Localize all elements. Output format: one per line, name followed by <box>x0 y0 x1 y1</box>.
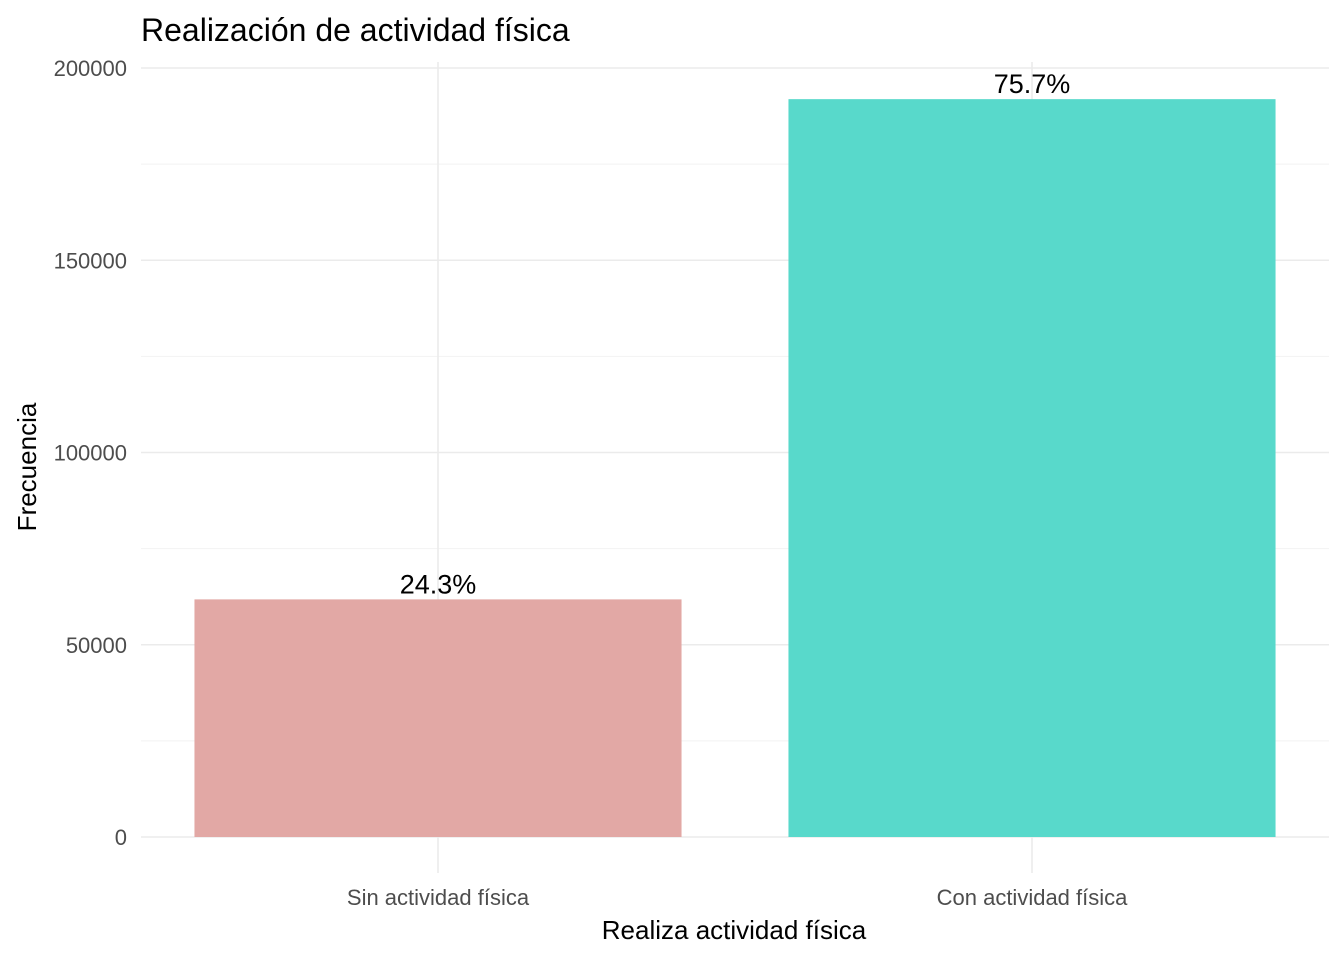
y-tick-label: 50000 <box>66 633 127 658</box>
bar-value-label: 24.3% <box>400 569 477 599</box>
x-tick-label: Con actividad física <box>937 885 1129 910</box>
x-axis-ticks: Sin actividad física Con actividad física <box>347 885 1128 910</box>
bar-0 <box>194 599 682 837</box>
data-labels: 24.3% 75.7% <box>400 69 1071 599</box>
chart-title: Realización de actividad física <box>141 12 570 48</box>
x-tick-label: Sin actividad física <box>347 885 530 910</box>
y-axis-ticks: 0 50000 100000 150000 200000 <box>54 56 127 850</box>
y-axis-title: Frecuencia <box>12 402 42 531</box>
y-tick-label: 100000 <box>54 441 127 466</box>
y-tick-label: 150000 <box>54 248 127 273</box>
y-tick-label: 0 <box>115 825 127 850</box>
x-axis-title: Realiza actividad física <box>602 915 867 945</box>
y-tick-label: 200000 <box>54 56 127 81</box>
bar-value-label: 75.7% <box>994 69 1071 99</box>
bars <box>194 99 1276 837</box>
bar-1 <box>788 99 1276 837</box>
